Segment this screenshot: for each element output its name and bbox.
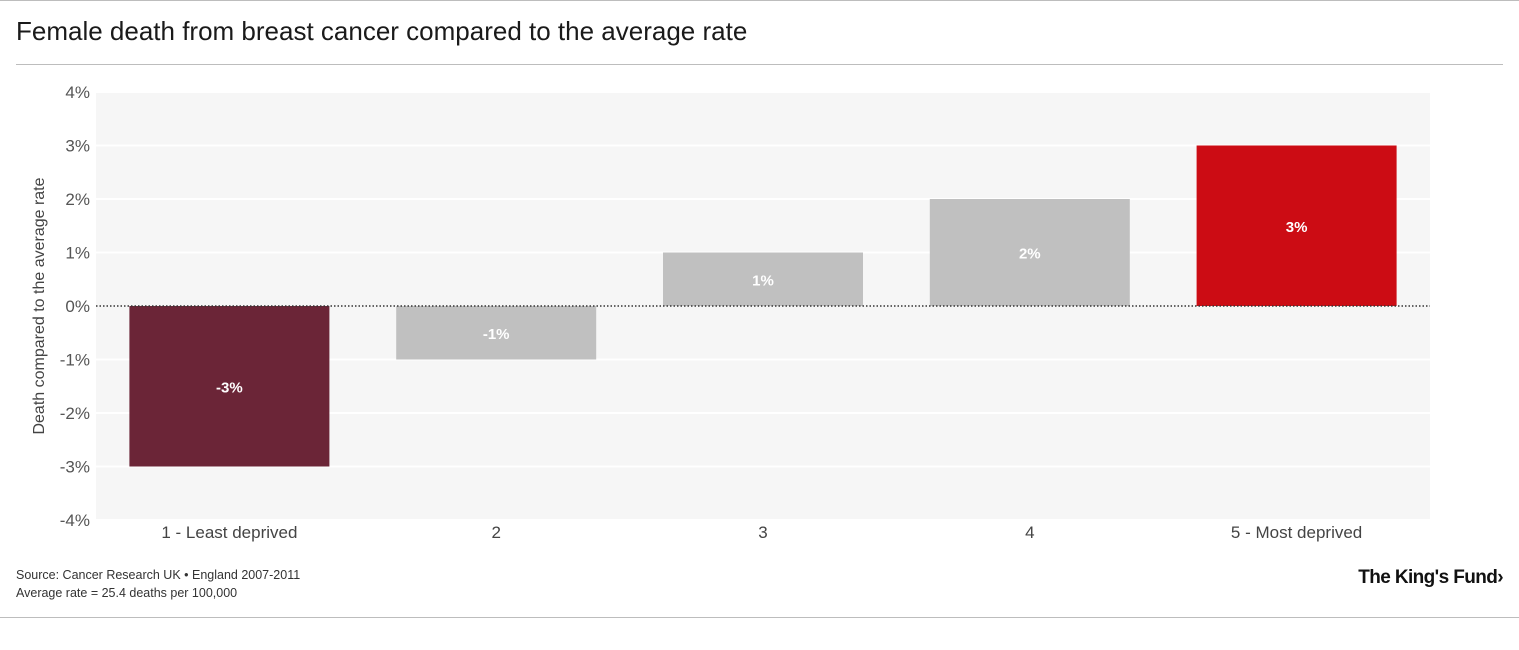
x-category-label: 3 — [758, 523, 767, 542]
top-divider — [0, 0, 1519, 1]
bar-data-label: 1% — [752, 272, 774, 289]
x-category-label: 2 — [491, 523, 500, 542]
bar-chart: 4% 3% 2% 1% 0% -1% -2% -3% -4% -3% 1 - Least depri… — [31, 83, 1430, 542]
bar — [396, 306, 597, 360]
y-tick-label: 0% — [65, 297, 90, 316]
bar — [663, 252, 863, 306]
title-divider — [16, 64, 1503, 65]
y-tick-label: 3% — [65, 137, 90, 156]
y-tick-label: 4% — [65, 83, 90, 102]
bar-data-label: 3% — [1286, 219, 1308, 236]
y-axis-label: Death compared to the average rate — [31, 177, 48, 434]
source-note: Source: Cancer Research UK • England 200… — [16, 568, 301, 582]
bar — [1196, 145, 1397, 306]
bar — [929, 199, 1130, 306]
y-tick-label: -1% — [60, 351, 90, 370]
x-category-label: 4 — [1025, 523, 1034, 542]
bar-data-label: -3% — [216, 379, 243, 396]
y-tick-label: -2% — [60, 404, 90, 423]
average-rate-note: Average rate = 25.4 deaths per 100,000 — [16, 586, 238, 600]
x-category-label: 5 - Most deprived — [1231, 523, 1362, 542]
page-title: Female death from breast cancer compared… — [16, 16, 748, 46]
y-tick-label: 1% — [65, 244, 90, 263]
y-tick-label: -4% — [60, 511, 90, 530]
chevron-right-icon: › — [1497, 567, 1503, 588]
logo-text: The King's Fund — [1358, 567, 1498, 588]
bar — [129, 306, 330, 467]
bar-data-label: -1% — [483, 326, 510, 343]
y-tick-label: -3% — [60, 458, 90, 477]
x-category-label: 1 - Least deprived — [161, 523, 297, 542]
bar-data-label: 2% — [1019, 246, 1041, 263]
bottom-divider — [0, 617, 1519, 618]
y-tick-label: 2% — [65, 190, 90, 209]
kings-fund-logo: The King's Fund› — [1358, 567, 1503, 589]
